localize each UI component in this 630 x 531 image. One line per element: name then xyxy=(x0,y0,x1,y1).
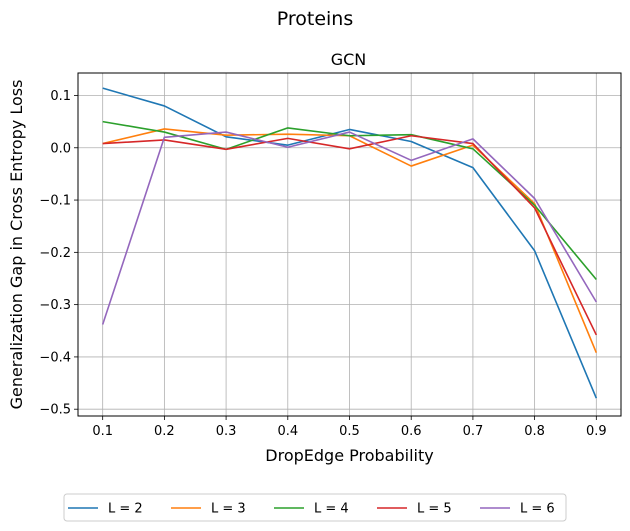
x-tick-label: 0.7 xyxy=(463,424,484,439)
y-tick-label: −0.1 xyxy=(39,194,71,209)
legend-label: L = 6 xyxy=(520,502,555,517)
legend-label: L = 5 xyxy=(417,502,452,517)
y-axis-label: Generalization Gap in Cross Entropy Loss xyxy=(7,80,26,410)
y-axis-ticks: 0.1 0.0 −0.1 −0.2 −0.3 −0.4 −0.5 xyxy=(39,89,78,418)
legend: L = 2 L = 3 L = 4 L = 5 L = 6 xyxy=(63,493,567,522)
x-tick-label: 0.9 xyxy=(586,424,607,439)
x-tick-label: 0.1 xyxy=(92,424,113,439)
y-tick-label: 0.1 xyxy=(50,89,71,104)
x-axis-ticks: 0.1 0.2 0.3 0.4 0.5 0.6 0.7 0.8 0.9 xyxy=(92,416,607,439)
legend-label: L = 2 xyxy=(108,502,143,517)
y-tick-label: −0.3 xyxy=(39,298,71,313)
legend-label: L = 4 xyxy=(314,502,349,517)
y-tick-label: −0.2 xyxy=(39,246,71,261)
x-axis-label: DropEdge Probability xyxy=(265,446,433,465)
series-line-2 xyxy=(102,87,598,399)
grid xyxy=(78,73,621,416)
legend-box xyxy=(63,493,567,522)
x-tick-label: 0.5 xyxy=(339,424,360,439)
x-tick-label: 0.3 xyxy=(216,424,237,439)
chart-title: GCN xyxy=(331,50,367,69)
figure-title: Proteins xyxy=(277,8,354,30)
y-tick-label: −0.4 xyxy=(39,350,71,365)
x-tick-label: 0.8 xyxy=(524,424,545,439)
series-line-5 xyxy=(102,134,598,336)
x-tick-label: 0.4 xyxy=(277,424,298,439)
y-tick-label: −0.5 xyxy=(39,403,71,418)
x-tick-label: 0.6 xyxy=(401,424,422,439)
series-line-6 xyxy=(101,131,598,325)
legend-label: L = 3 xyxy=(211,502,246,517)
series-lines xyxy=(101,87,598,399)
x-tick-label: 0.2 xyxy=(154,424,175,439)
y-tick-label: 0.0 xyxy=(50,141,71,156)
